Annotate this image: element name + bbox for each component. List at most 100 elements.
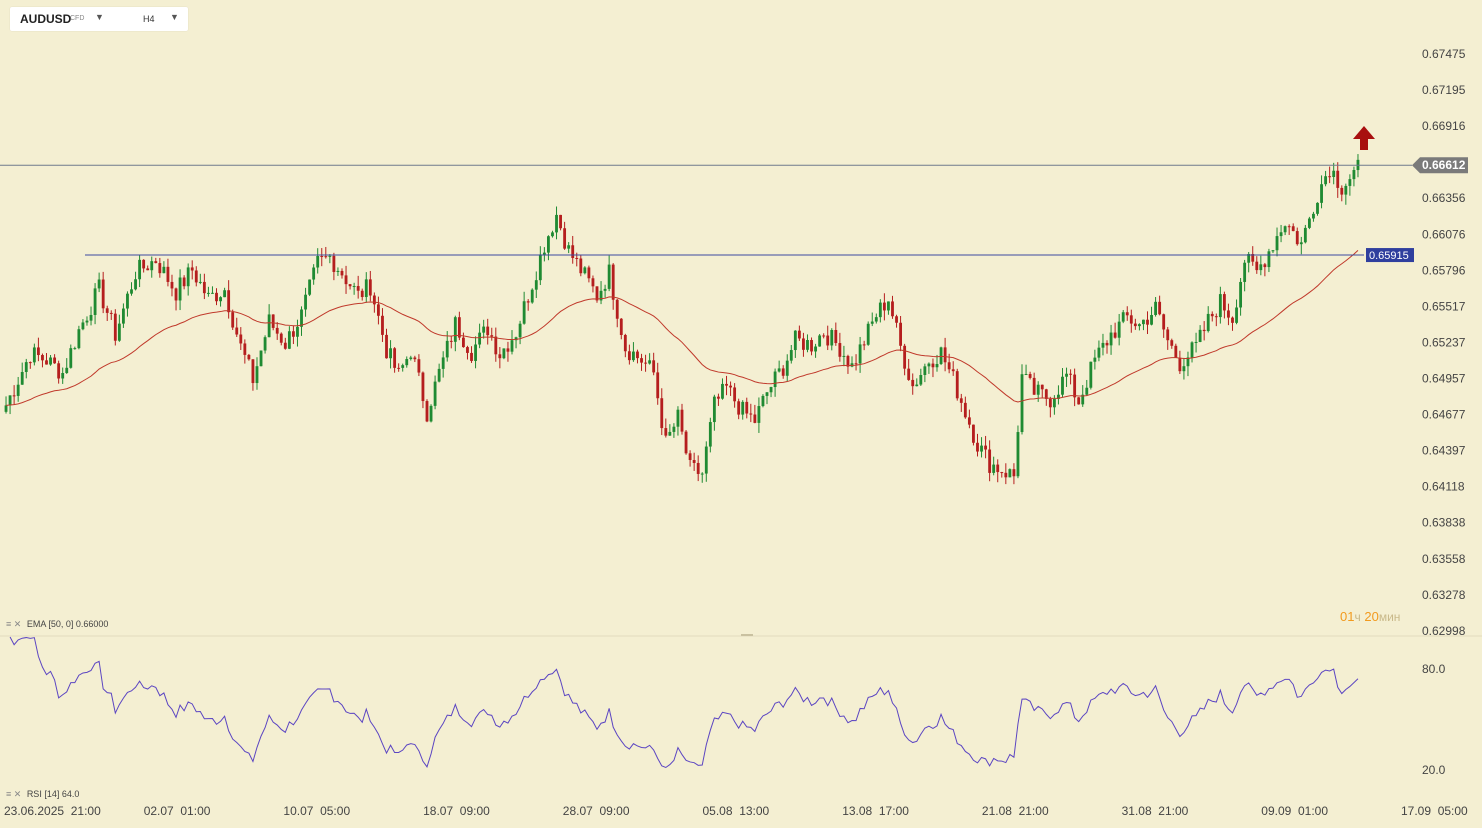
candle-body: [814, 346, 817, 352]
candle-body: [348, 284, 352, 287]
rsi-legend[interactable]: ≡ ✕ RSI [14] 64.0: [6, 789, 79, 800]
candle-body: [1259, 264, 1263, 271]
candle-body: [462, 337, 465, 348]
timeframe-dropdown-icon[interactable]: ▼: [170, 12, 179, 22]
candle-body: [1231, 317, 1234, 323]
candle-body: [429, 405, 433, 422]
candle-body: [1085, 387, 1089, 395]
candle-body: [1251, 254, 1255, 262]
candle-body: [530, 289, 534, 303]
candle-body: [943, 347, 947, 363]
symbol-dropdown-icon[interactable]: ▼: [95, 12, 104, 22]
candle-body: [8, 395, 12, 406]
candle-body: [279, 333, 283, 343]
candle-body: [49, 357, 52, 365]
price-tick-label: 0.67475: [1422, 47, 1466, 61]
candle-body: [664, 428, 668, 436]
candle-body: [583, 267, 587, 274]
candle-body: [134, 279, 137, 290]
candle-body: [1307, 218, 1311, 228]
candle-body: [287, 331, 291, 349]
candle-body: [915, 384, 919, 387]
candle-body: [1129, 315, 1133, 324]
candle-body: [1275, 236, 1279, 251]
pane-divider-handle[interactable]: [741, 634, 753, 636]
candle-body: [121, 308, 125, 324]
candle-body: [182, 277, 186, 287]
candle-body: [526, 301, 530, 303]
candle-body: [138, 259, 142, 280]
candle-body: [1324, 176, 1328, 185]
candle-body: [603, 288, 607, 291]
candle-body: [785, 360, 789, 376]
candle-body: [1146, 319, 1149, 325]
candle-body: [518, 323, 522, 338]
candle-body: [41, 355, 44, 361]
candle-body: [1320, 184, 1323, 203]
timer-minutes-unit: мин: [1378, 610, 1401, 624]
candle-body: [725, 383, 728, 386]
candle-body: [194, 270, 198, 283]
level-price-label: 0.65915: [1369, 250, 1409, 262]
candle-body: [1222, 294, 1226, 311]
candle-body: [409, 357, 413, 360]
candle-body: [1352, 170, 1356, 180]
candle-body: [4, 405, 8, 412]
candle-body: [951, 369, 955, 372]
price-tick-label: 0.67195: [1422, 83, 1466, 97]
candle-body: [745, 401, 749, 414]
candle-body: [308, 279, 312, 295]
candle-body: [567, 245, 571, 249]
candle-body: [498, 354, 502, 359]
candle-body: [1109, 332, 1113, 346]
candle-body: [20, 372, 24, 385]
candle-body: [1052, 398, 1056, 408]
candle-body: [1093, 357, 1097, 362]
price-tick-label: 0.66916: [1422, 119, 1466, 133]
candle-body: [1048, 398, 1052, 408]
candle-body: [89, 314, 93, 321]
candle-body: [1316, 202, 1319, 214]
candle-body: [632, 351, 635, 361]
symbol-selector[interactable]: AUDUSD CFD ▼ H4 ▼: [10, 7, 188, 31]
time-axis-label: 10.07 05:00: [283, 804, 350, 818]
candle-body: [721, 383, 724, 399]
time-axis-label: 02.07 01:00: [144, 804, 211, 818]
candle-body: [158, 263, 162, 274]
candle-body: [1186, 357, 1190, 367]
candle-body: [1065, 373, 1068, 377]
candle-body: [73, 348, 77, 350]
indicator-settings-icon[interactable]: ≡ ✕: [6, 619, 22, 629]
candle-body: [1291, 226, 1295, 232]
symbol-name: AUDUSD: [20, 12, 72, 26]
candle-body: [704, 446, 708, 474]
candle-body: [433, 381, 437, 406]
candle-body: [186, 267, 190, 287]
candle-body: [1332, 170, 1336, 178]
candle-body: [1020, 374, 1024, 433]
time-axis-label: 05.08 13:00: [703, 804, 770, 818]
candle-body: [259, 350, 263, 367]
candle-body: [32, 347, 36, 363]
candle-body: [955, 371, 959, 399]
candle-body: [1028, 374, 1032, 378]
candle-body: [154, 261, 158, 264]
candle-body: [1016, 432, 1020, 477]
ema-legend[interactable]: ≡ ✕ EMA [50, 0] 0.66000: [6, 619, 108, 630]
candle-body: [1012, 469, 1016, 477]
candle-body: [599, 290, 603, 301]
candle-body: [644, 362, 647, 364]
candle-body: [97, 279, 101, 289]
candle-body: [700, 473, 704, 475]
level-price-tag: [1366, 248, 1414, 263]
time-axis-label: 23.06.2025 21:00: [4, 804, 101, 818]
candle-body: [162, 266, 166, 274]
candle-body: [939, 347, 943, 364]
candle-body: [368, 279, 372, 296]
indicator-settings-icon[interactable]: ≡ ✕: [6, 789, 22, 799]
buy-arrow-icon: [1353, 126, 1375, 150]
candle-body: [1162, 314, 1166, 330]
timeframe-value[interactable]: H4: [143, 14, 155, 24]
candle-body: [113, 313, 117, 341]
